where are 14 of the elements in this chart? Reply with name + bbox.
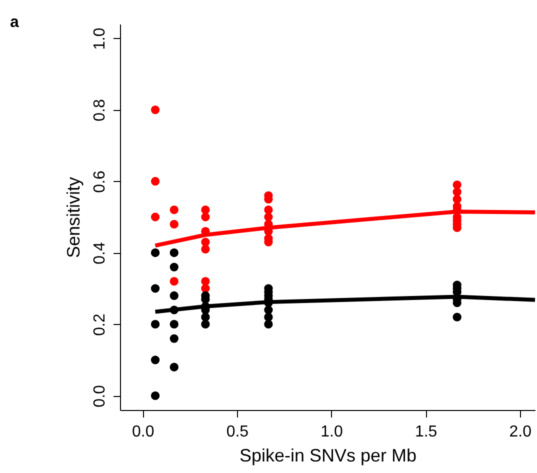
x-tick-label: 2.0 bbox=[509, 424, 532, 440]
text: a bbox=[10, 14, 19, 31]
y-tick-label: 0.6 bbox=[92, 170, 108, 193]
y-tick-label: 0.4 bbox=[92, 242, 108, 264]
y-axis-title: Sensitivity bbox=[64, 176, 84, 258]
x-axis-title: Spike-in SNVs per Mb bbox=[239, 446, 417, 466]
y-tick-label: 1.0 bbox=[92, 28, 108, 50]
x-tick-label: 0.0 bbox=[132, 424, 154, 440]
x-tick-label: 1.0 bbox=[320, 424, 343, 440]
y-tick-label: 0.0 bbox=[92, 384, 108, 408]
x-tick-label: 0.5 bbox=[226, 424, 249, 440]
x-tick-label: 1.5 bbox=[414, 424, 438, 440]
y-tick-label: 0.2 bbox=[92, 314, 108, 336]
y-tick-label: 0.8 bbox=[92, 99, 108, 122]
